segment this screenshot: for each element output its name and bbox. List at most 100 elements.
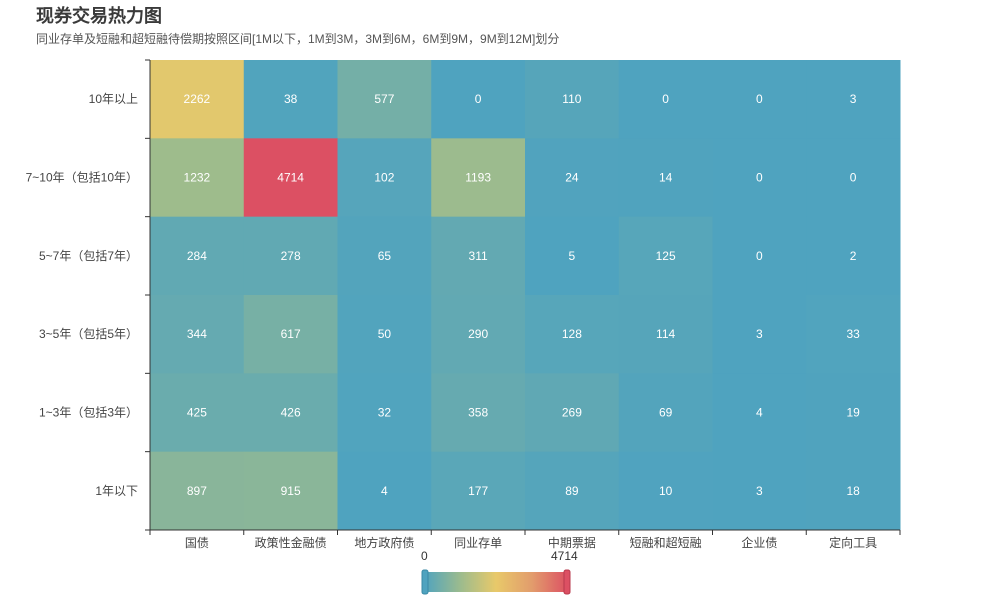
cell-value-label: 110: [562, 92, 581, 106]
cell-value-label: 897: [187, 484, 207, 498]
x-axis-label: 企业债: [741, 535, 777, 550]
heatmap-cell: [712, 138, 807, 218]
heatmap-cell: [150, 295, 245, 374]
heatmap-cell: [618, 138, 713, 218]
cell-value-label: 1193: [465, 171, 491, 185]
cell-value-label: 3: [850, 92, 857, 106]
cell-value-label: 617: [281, 327, 301, 341]
heatmap-cell: [150, 138, 245, 218]
heatmap-cell: [712, 451, 807, 531]
cell-value-label: 577: [374, 92, 394, 106]
x-axis-label: 地方政府债: [354, 535, 414, 550]
cell-value-label: 3: [756, 484, 763, 498]
heatmap-cell: [243, 295, 338, 374]
cell-value-label: 0: [662, 92, 669, 106]
cell-value-label: 32: [378, 406, 392, 420]
heatmap-cell: [243, 60, 338, 139]
heatmap-cell: [618, 451, 713, 531]
heatmap-cell: [337, 60, 432, 139]
heatmap-cell: [150, 216, 245, 296]
cell-value-label: 50: [378, 327, 392, 341]
cell-value-label: 0: [756, 92, 763, 106]
x-axis-label: 政策性金融债: [255, 535, 327, 550]
heatmap-cell: [431, 60, 526, 139]
heatmap-cell: [806, 451, 901, 531]
heatmap-cell: [712, 216, 807, 296]
cell-value-label: 4714: [277, 171, 304, 185]
y-axis-label: 1年以下: [95, 484, 138, 498]
cell-value-label: 0: [756, 249, 763, 263]
cell-value-label: 1232: [184, 171, 211, 185]
heatmap-cell: [243, 216, 338, 296]
cell-value-label: 426: [281, 406, 301, 420]
heatmap-cell: [150, 60, 245, 139]
cell-value-label: 14: [659, 171, 673, 185]
chart-subtitle: 同业存单及短融和超短融待偿期按照区间[1M以下，1M到3M，3M到6M，6M到9…: [36, 32, 560, 46]
heatmap-cell: [712, 60, 807, 139]
cell-value-label: 19: [846, 406, 860, 420]
cell-value-label: 425: [187, 406, 207, 420]
cell-value-label: 5: [569, 249, 576, 263]
heatmap-cell: [431, 373, 526, 453]
heatmap-cell: [806, 216, 901, 296]
heatmap-cell: [712, 373, 807, 453]
cell-value-label: 89: [565, 484, 579, 498]
heatmap-cell: [337, 216, 432, 296]
heatmap-cell: [243, 451, 338, 531]
cell-value-label: 269: [562, 406, 582, 420]
cell-value-label: 915: [281, 484, 301, 498]
heatmap-cell: [431, 138, 526, 218]
cell-value-label: 114: [656, 327, 675, 341]
heatmap-cell: [525, 295, 620, 374]
cell-value-label: 33: [846, 327, 860, 341]
cell-value-label: 177: [468, 484, 488, 498]
heatmap-cell: [806, 373, 901, 453]
chart-title: 现券交易热力图: [36, 6, 162, 26]
heatmap-cell: [806, 295, 901, 374]
heatmap-cell: [431, 451, 526, 531]
cell-value-label: 128: [562, 327, 582, 341]
visual-map-handle-max: [563, 569, 571, 595]
heatmap-cell: [525, 373, 620, 453]
cell-value-label: 278: [281, 249, 301, 263]
cell-value-label: 125: [656, 249, 676, 263]
cell-value-label: 102: [374, 171, 394, 185]
heatmap-cell: [712, 295, 807, 374]
cell-value-label: 0: [756, 171, 763, 185]
cell-value-label: 24: [565, 171, 579, 185]
cell-value-label: 290: [468, 327, 488, 341]
heatmap-cell: [525, 451, 620, 531]
heatmap-cell: [525, 138, 620, 218]
y-axis-label: 7~10年（包括10年）: [26, 170, 138, 185]
cell-value-label: 284: [187, 249, 207, 263]
x-axis-label: 短融和超短融: [630, 535, 702, 550]
y-axis-label: 5~7年（包括7年）: [39, 248, 138, 263]
visual-map-handle-min: [421, 569, 429, 595]
cell-value-label: 18: [846, 484, 860, 498]
visual-map-bar: [424, 572, 568, 592]
cell-value-label: 3: [756, 327, 763, 341]
heatmap-cell: [337, 373, 432, 453]
cell-value-label: 344: [187, 327, 207, 341]
y-axis-label: 3~5年（包括5年）: [39, 326, 138, 341]
y-axis-label: 1~3年（包括3年）: [39, 405, 138, 420]
cell-value-label: 2262: [184, 92, 211, 106]
x-axis-label: 中期票据: [548, 535, 596, 550]
heatmap-cell: [431, 295, 526, 374]
x-axis-label: 同业存单: [454, 536, 502, 550]
cell-value-label: 65: [378, 249, 392, 263]
heatmap-cell: [243, 373, 338, 453]
heatmap-cell: [431, 216, 526, 296]
heatmap-cell: [618, 216, 713, 296]
heatmap-cell: [618, 295, 713, 374]
x-axis-label: 定向工具: [829, 535, 877, 550]
visual-map-min-label: 0: [421, 549, 428, 563]
y-axis-label: 10年以上: [89, 92, 138, 106]
heatmap-cell: [806, 138, 901, 218]
heatmap-cell: [150, 451, 245, 531]
x-axis-label: 国债: [185, 536, 209, 550]
heatmap-cell: [618, 373, 713, 453]
cell-value-label: 69: [659, 406, 673, 420]
heatmap-cell: [525, 60, 620, 139]
cell-value-label: 2: [850, 249, 857, 263]
